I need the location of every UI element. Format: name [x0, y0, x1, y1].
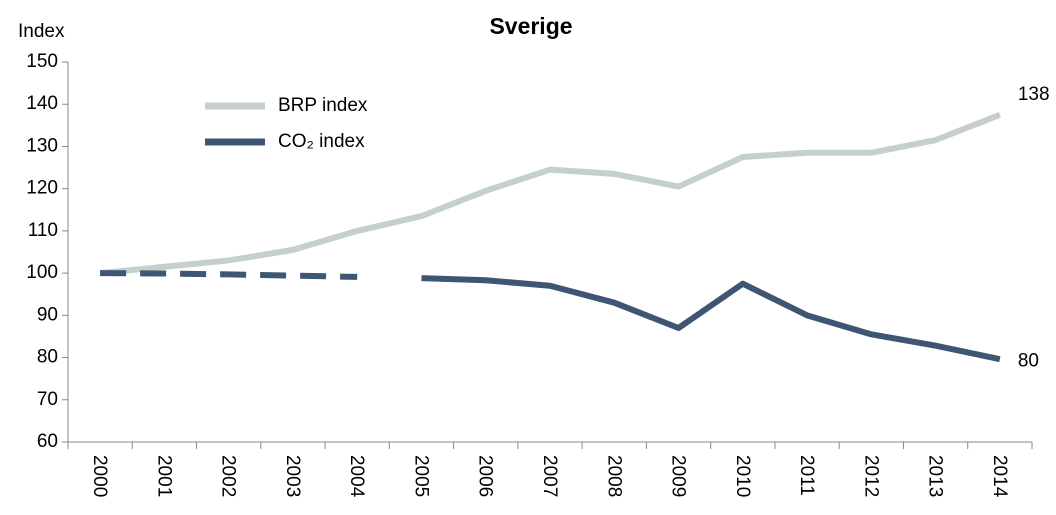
- x-tick-label: 2007: [539, 455, 560, 497]
- series-line: [421, 275, 1001, 363]
- y-tick-label: 100: [26, 262, 58, 283]
- x-tick-label: 2006: [475, 455, 496, 497]
- x-tick-label: 2008: [603, 455, 624, 497]
- x-tick-label: 2014: [989, 455, 1010, 498]
- series-line: [99, 111, 1001, 277]
- y-tick-label: 150: [26, 51, 58, 72]
- x-tick-label: 2000: [89, 455, 110, 497]
- legend-label: BRP index: [278, 95, 368, 116]
- x-tick-label: 2003: [282, 455, 303, 497]
- data-label: 80: [1018, 350, 1039, 371]
- x-tick-label: 2010: [732, 455, 753, 497]
- y-tick-label: 80: [37, 347, 58, 368]
- legend-label: CO₂ index: [278, 131, 365, 152]
- series-line: [100, 270, 358, 280]
- x-tick-label: 2013: [925, 455, 946, 497]
- x-tick-label: 2011: [796, 455, 817, 496]
- y-tick-label: 130: [26, 135, 58, 156]
- y-tick-label: 140: [26, 93, 58, 114]
- x-tick-label: 2012: [860, 455, 881, 497]
- y-tick-label: 60: [37, 431, 58, 452]
- x-tick-label: 2009: [668, 455, 689, 497]
- chart-title: Sverige: [489, 13, 572, 39]
- y-axis-label: Index: [18, 21, 65, 42]
- x-tick-label: 2004: [346, 455, 367, 498]
- y-tick-label: 70: [37, 389, 58, 410]
- y-tick-label: 120: [26, 178, 58, 199]
- data-label: 138: [1018, 84, 1050, 105]
- x-tick-label: 2002: [218, 455, 239, 497]
- y-tick-label: 110: [28, 220, 58, 241]
- x-tick-label: 2001: [153, 455, 174, 497]
- x-tick-label: 2005: [410, 455, 431, 497]
- y-tick-label: 90: [37, 304, 58, 325]
